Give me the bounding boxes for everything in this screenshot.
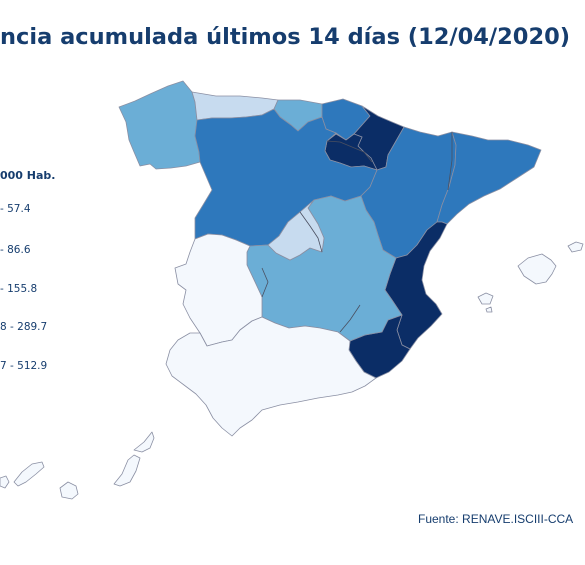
legend-item-1: - 57.4 [0, 203, 31, 215]
region-canarias [0, 431, 155, 500]
province-border [339, 304, 361, 333]
source-credit: Fuente: RENAVE.ISCIII-CCA [418, 512, 574, 526]
legend-item-5: 7 - 512.9 [0, 360, 48, 372]
province-border [261, 267, 269, 298]
legend-item-3: - 155.8 [0, 283, 38, 295]
region-galicia [118, 80, 201, 170]
legend-item-4: 8 - 289.7 [0, 321, 48, 333]
region-baleares [477, 241, 584, 313]
region-valencia [384, 221, 448, 350]
province-border [299, 211, 323, 253]
region-andalucia [165, 316, 377, 437]
legend-item-2: - 86.6 [0, 244, 31, 256]
region-madrid [267, 199, 325, 261]
province-border [447, 132, 453, 191]
legend-title: 000 Hab. [0, 169, 56, 182]
region-cataluna [436, 131, 542, 225]
province-border [326, 140, 373, 163]
map-title: ncia acumulada últimos 14 días (12/04/20… [0, 24, 571, 50]
